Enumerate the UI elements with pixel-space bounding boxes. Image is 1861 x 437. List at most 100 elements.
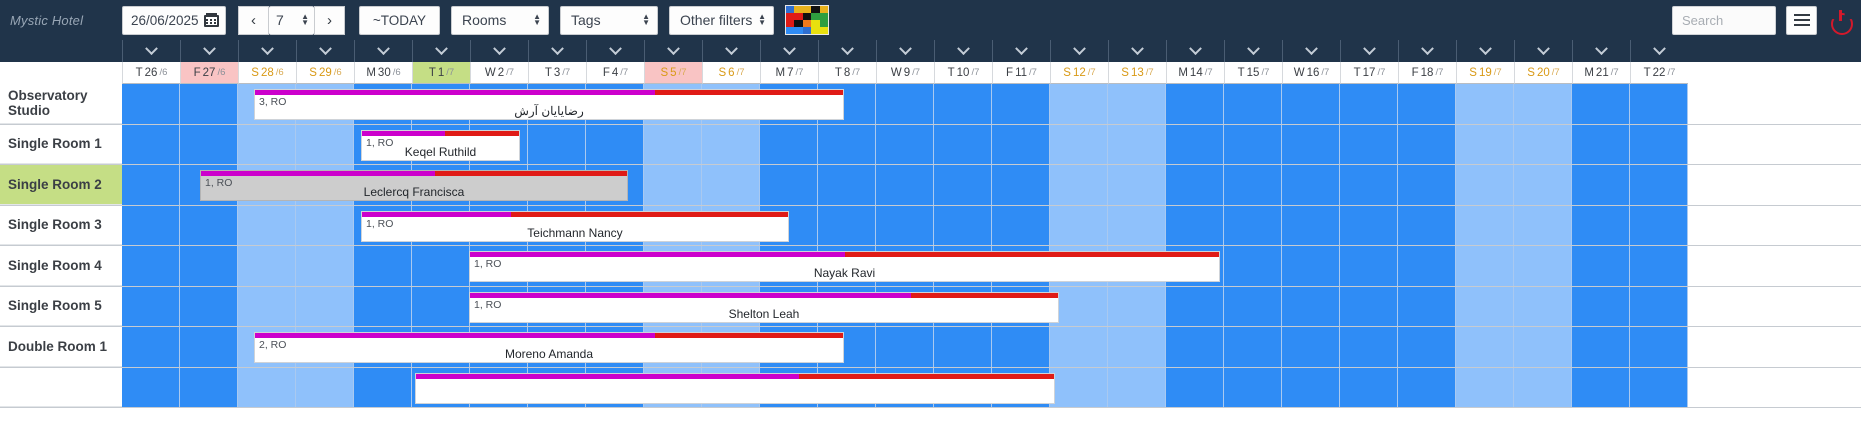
availability-cell[interactable]	[122, 327, 180, 367]
availability-cell[interactable]	[1398, 367, 1456, 407]
availability-cell[interactable]	[1050, 84, 1108, 124]
availability-cell[interactable]	[122, 367, 180, 407]
availability-cell[interactable]	[1166, 286, 1224, 326]
availability-cell[interactable]	[1572, 84, 1630, 124]
availability-cell[interactable]	[296, 367, 354, 407]
availability-cell[interactable]	[1398, 246, 1456, 286]
availability-cell[interactable]	[1456, 205, 1514, 245]
availability-cell[interactable]	[180, 327, 238, 367]
availability-cell[interactable]	[992, 124, 1050, 164]
prev-button[interactable]: ‹	[238, 5, 269, 35]
availability-cell[interactable]	[1630, 327, 1688, 367]
days-stepper[interactable]: 7 ▲ ▼	[269, 5, 314, 35]
availability-cell[interactable]	[1108, 165, 1166, 205]
date-header-cell[interactable]: T 8/7	[818, 62, 876, 84]
availability-cell[interactable]	[934, 84, 992, 124]
availability-cell[interactable]	[1514, 286, 1572, 326]
availability-cell[interactable]	[354, 367, 412, 407]
availability-cell[interactable]	[1282, 205, 1340, 245]
column-menu-1[interactable]	[180, 40, 238, 62]
booking-bar[interactable]	[415, 372, 1055, 404]
availability-cell[interactable]	[876, 327, 934, 367]
availability-cell[interactable]	[1282, 246, 1340, 286]
availability-cell[interactable]	[1514, 84, 1572, 124]
availability-cell[interactable]	[1456, 327, 1514, 367]
column-menu-6[interactable]	[470, 40, 528, 62]
availability-cell[interactable]	[238, 205, 296, 245]
availability-cell[interactable]	[1224, 205, 1282, 245]
availability-cell[interactable]	[1340, 124, 1398, 164]
date-header-cell[interactable]: T 1/7	[412, 62, 470, 84]
availability-cell[interactable]	[1166, 367, 1224, 407]
availability-cell[interactable]	[1340, 84, 1398, 124]
availability-cell[interactable]	[528, 124, 586, 164]
availability-cell[interactable]	[760, 165, 818, 205]
availability-cell[interactable]	[1398, 205, 1456, 245]
availability-cell[interactable]	[1340, 165, 1398, 205]
availability-cell[interactable]	[1166, 124, 1224, 164]
availability-cell[interactable]	[934, 124, 992, 164]
availability-cell[interactable]	[992, 205, 1050, 245]
availability-cell[interactable]	[354, 246, 412, 286]
date-header-cell[interactable]: T 10/7	[934, 62, 992, 84]
availability-cell[interactable]	[1108, 124, 1166, 164]
availability-cell[interactable]	[1398, 84, 1456, 124]
other-filters-select[interactable]: Other filters ▲ ▼	[669, 5, 774, 35]
availability-cell[interactable]	[1456, 84, 1514, 124]
availability-cell[interactable]	[412, 246, 470, 286]
availability-cell[interactable]	[1050, 367, 1108, 407]
availability-cell[interactable]	[1166, 165, 1224, 205]
availability-cell[interactable]	[1224, 124, 1282, 164]
booking-bar[interactable]: 1, RO Teichmann Nancy	[361, 210, 789, 242]
availability-cell[interactable]	[180, 84, 238, 124]
availability-cell[interactable]	[1630, 367, 1688, 407]
availability-cell[interactable]	[1572, 165, 1630, 205]
column-menu-2[interactable]	[238, 40, 296, 62]
availability-cell[interactable]	[1456, 246, 1514, 286]
column-menu-13[interactable]	[876, 40, 934, 62]
date-header-cell[interactable]: M 30/6	[354, 62, 412, 84]
room-label-6[interactable]: Double Room 1	[0, 327, 122, 367]
availability-cell[interactable]	[1514, 124, 1572, 164]
availability-cell[interactable]	[1630, 286, 1688, 326]
availability-cell[interactable]	[1282, 327, 1340, 367]
column-menu-7[interactable]	[528, 40, 586, 62]
column-menu-16[interactable]	[1050, 40, 1108, 62]
availability-cell[interactable]	[296, 205, 354, 245]
date-header-cell[interactable]: T 15/7	[1224, 62, 1282, 84]
availability-cell[interactable]	[1340, 367, 1398, 407]
column-menu-11[interactable]	[760, 40, 818, 62]
search-input[interactable]	[1672, 5, 1776, 35]
next-button[interactable]: ›	[314, 5, 345, 35]
column-menu-26[interactable]	[1630, 40, 1688, 62]
availability-cell[interactable]	[1050, 286, 1108, 326]
availability-cell[interactable]	[1282, 165, 1340, 205]
availability-cell[interactable]	[180, 367, 238, 407]
booking-bar[interactable]: 1, RO Nayak Ravi	[469, 251, 1220, 282]
availability-cell[interactable]	[1572, 327, 1630, 367]
availability-cell[interactable]	[1340, 205, 1398, 245]
date-header-cell[interactable]: W 2/7	[470, 62, 528, 84]
availability-cell[interactable]	[992, 165, 1050, 205]
date-header-cell[interactable]: S 13/7	[1108, 62, 1166, 84]
availability-cell[interactable]	[1340, 246, 1398, 286]
column-menu-20[interactable]	[1282, 40, 1340, 62]
availability-cell[interactable]	[702, 165, 760, 205]
room-label-2[interactable]: Single Room 2	[0, 165, 122, 205]
availability-cell[interactable]	[1166, 205, 1224, 245]
column-menu-12[interactable]	[818, 40, 876, 62]
date-header-cell[interactable]: W 16/7	[1282, 62, 1340, 84]
availability-cell[interactable]	[238, 367, 296, 407]
availability-cell[interactable]	[1108, 205, 1166, 245]
availability-cell[interactable]	[1572, 205, 1630, 245]
availability-cell[interactable]	[296, 124, 354, 164]
booking-bar[interactable]: 3, RO رضایایان آرش	[254, 89, 844, 120]
column-menu-9[interactable]	[644, 40, 702, 62]
column-menu-18[interactable]	[1166, 40, 1224, 62]
availability-cell[interactable]	[1398, 124, 1456, 164]
availability-cell[interactable]	[1572, 124, 1630, 164]
column-menu-4[interactable]	[354, 40, 412, 62]
availability-cell[interactable]	[238, 286, 296, 326]
rooms-filter-select[interactable]: Rooms ▲ ▼	[451, 5, 549, 35]
date-header-cell[interactable]: T 22/7	[1630, 62, 1688, 84]
